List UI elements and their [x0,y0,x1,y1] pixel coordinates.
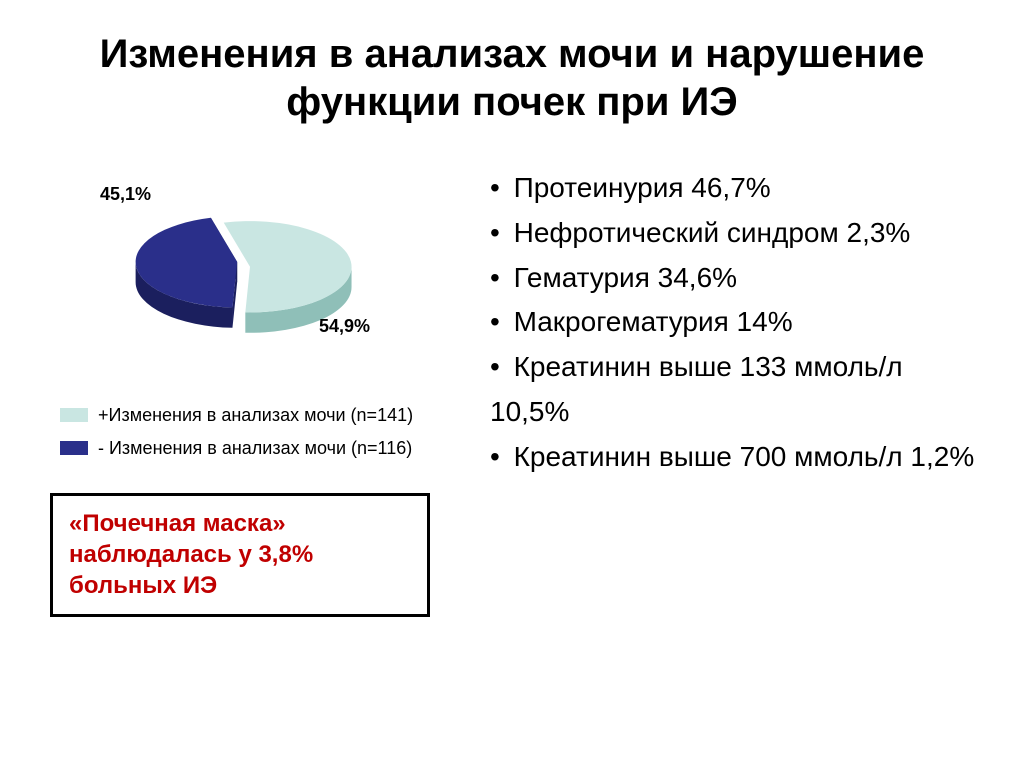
findings-list: Протеинурия 46,7%Нефротический синдром 2… [490,166,984,480]
pie-slice-label: 54,9% [319,316,370,337]
finding-item: Креатинин выше 133 ммоль/л 10,5% [490,345,984,435]
right-column: Протеинурия 46,7%Нефротический синдром 2… [490,156,984,617]
pie-slice-label: 45,1% [100,184,151,205]
legend-item: - Изменения в анализах мочи (n=116) [60,437,413,460]
legend: +Изменения в анализах мочи (n=141) - Изме… [60,404,413,469]
pie-chart: 54,9% 45,1% [70,166,430,386]
left-column: 54,9% 45,1% +Изменения в анализах мочи (n… [40,156,460,617]
finding-item: Макрогематурия 14% [490,300,984,345]
finding-item: Нефротический синдром 2,3% [490,211,984,256]
legend-swatch [60,408,88,422]
legend-item: +Изменения в анализах мочи (n=141) [60,404,413,427]
content-row: 54,9% 45,1% +Изменения в анализах мочи (n… [40,156,984,617]
legend-text: - Изменения в анализах мочи (n=116) [98,437,412,460]
legend-text: +Изменения в анализах мочи (n=141) [98,404,413,427]
legend-swatch [60,441,88,455]
callout-box: «Почечная маска» наблюдалась у 3,8% боль… [50,493,430,617]
finding-item: Креатинин выше 700 ммоль/л 1,2% [490,435,984,480]
finding-item: Протеинурия 46,7% [490,166,984,211]
finding-item: Гематурия 34,6% [490,256,984,301]
page-title: Изменения в анализах мочи и нарушение фу… [40,30,984,126]
